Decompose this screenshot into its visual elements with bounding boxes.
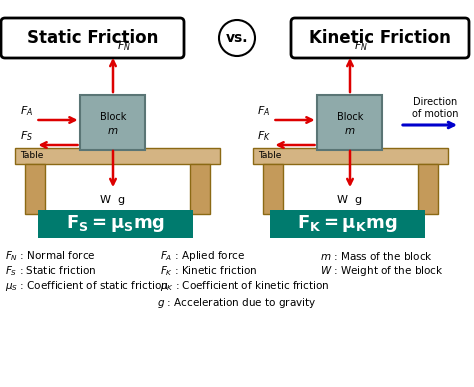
Bar bbox=[263, 164, 283, 214]
Text: g: g bbox=[117, 195, 124, 205]
Text: $\mu_S$ : Coefficient of static friction: $\mu_S$ : Coefficient of static friction bbox=[5, 279, 168, 293]
Text: g: g bbox=[354, 195, 361, 205]
Text: Kinetic Friction: Kinetic Friction bbox=[309, 29, 451, 47]
Text: Static Friction: Static Friction bbox=[27, 29, 158, 47]
Text: m: m bbox=[108, 126, 118, 136]
Text: $F_A$: $F_A$ bbox=[257, 104, 271, 118]
Circle shape bbox=[219, 20, 255, 56]
Text: Table: Table bbox=[20, 151, 44, 161]
Text: W: W bbox=[337, 195, 347, 205]
Text: $F_S$ : Static friction: $F_S$ : Static friction bbox=[5, 264, 97, 278]
Text: $F_N$: $F_N$ bbox=[354, 39, 368, 53]
FancyBboxPatch shape bbox=[270, 210, 425, 238]
Text: $F_N$: $F_N$ bbox=[117, 39, 131, 53]
Text: $\mathbf{F_S = \mu_S mg}$: $\mathbf{F_S = \mu_S mg}$ bbox=[66, 214, 165, 235]
Text: Direction
of motion: Direction of motion bbox=[412, 97, 458, 119]
FancyBboxPatch shape bbox=[291, 18, 469, 58]
Bar bbox=[25, 164, 45, 214]
Text: $W$ : Weight of the block: $W$ : Weight of the block bbox=[320, 264, 444, 278]
FancyBboxPatch shape bbox=[1, 18, 184, 58]
Bar bbox=[15, 148, 220, 164]
Text: $\mathbf{F_K = \mu_K mg}$: $\mathbf{F_K = \mu_K mg}$ bbox=[297, 214, 398, 235]
Text: $\mu_K$ : Coefficient of kinetic friction: $\mu_K$ : Coefficient of kinetic frictio… bbox=[160, 279, 329, 293]
Text: Table: Table bbox=[258, 151, 282, 161]
Text: m: m bbox=[345, 126, 355, 136]
Text: $m$ : Mass of the block: $m$ : Mass of the block bbox=[320, 250, 433, 262]
Text: $F_S$: $F_S$ bbox=[20, 129, 34, 143]
Text: $F_N$ : Normal force: $F_N$ : Normal force bbox=[5, 249, 96, 263]
FancyBboxPatch shape bbox=[38, 210, 193, 238]
Text: $F_K$: $F_K$ bbox=[256, 129, 271, 143]
Text: vs.: vs. bbox=[226, 31, 248, 45]
Bar bbox=[318, 95, 383, 150]
Text: W: W bbox=[100, 195, 110, 205]
Text: $g$ : Acceleration due to gravity: $g$ : Acceleration due to gravity bbox=[157, 296, 317, 310]
Text: Block: Block bbox=[337, 112, 363, 122]
Text: Block: Block bbox=[100, 112, 126, 122]
Bar bbox=[190, 164, 210, 214]
Bar bbox=[81, 95, 146, 150]
Bar bbox=[253, 148, 448, 164]
Text: $F_A$: $F_A$ bbox=[20, 104, 34, 118]
Text: $F_K$ : Kinetic friction: $F_K$ : Kinetic friction bbox=[160, 264, 257, 278]
Text: $F_A$ : Aplied force: $F_A$ : Aplied force bbox=[160, 249, 245, 263]
Bar bbox=[418, 164, 438, 214]
